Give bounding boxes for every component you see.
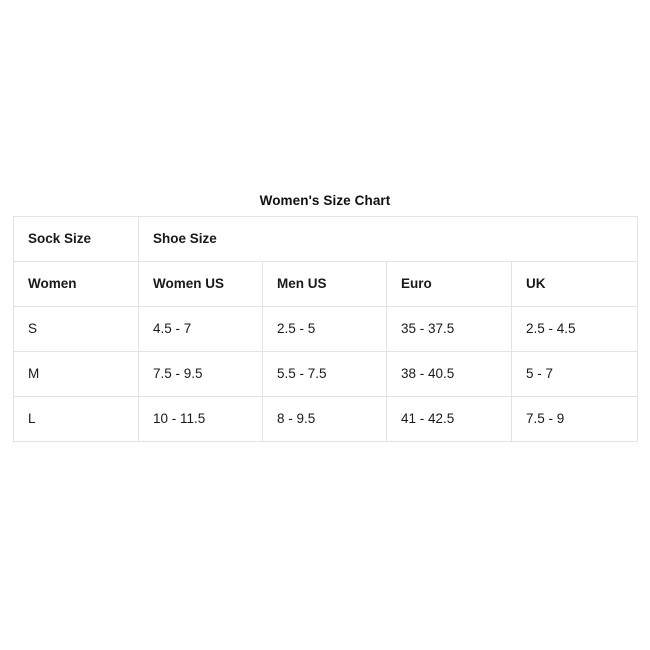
cell-men-us: 2.5 - 5 [262, 306, 387, 352]
column-header-euro: Euro [386, 261, 512, 307]
table-row: M 7.5 - 9.5 5.5 - 7.5 38 - 40.5 5 - 7 [13, 351, 639, 397]
cell-euro: 41 - 42.5 [386, 396, 512, 442]
cell-uk: 5 - 7 [510, 351, 639, 397]
cell-euro: 35 - 37.5 [386, 306, 512, 352]
table-row: S 4.5 - 7 2.5 - 5 35 - 37.5 2.5 - 4.5 [13, 306, 639, 352]
cell-euro: 38 - 40.5 [386, 351, 512, 397]
column-header-men-us: Men US [262, 261, 387, 307]
cell-uk: 7.5 - 9 [510, 396, 639, 442]
column-header-uk: UK [510, 261, 639, 307]
cell-women-us: 4.5 - 7 [138, 306, 263, 352]
column-header-women-us: Women US [138, 261, 263, 307]
cell-sock-size: L [13, 396, 139, 442]
table-row-column-headers: Women Women US Men US Euro UK [13, 261, 639, 307]
cell-sock-size: M [13, 351, 139, 397]
column-group-header-sock-size: Sock Size [13, 216, 139, 262]
table-row: L 10 - 11.5 8 - 9.5 41 - 42.5 7.5 - 9 [13, 396, 639, 442]
cell-men-us: 8 - 9.5 [262, 396, 387, 442]
cell-women-us: 10 - 11.5 [138, 396, 263, 442]
page-title: Women's Size Chart [259, 193, 391, 208]
size-chart-table: Sock Size Shoe Size Women Women US Men U… [13, 216, 639, 442]
cell-sock-size: S [13, 306, 139, 352]
cell-uk: 2.5 - 4.5 [510, 306, 639, 352]
column-header-women: Women [13, 261, 139, 307]
cell-men-us: 5.5 - 7.5 [262, 351, 387, 397]
cell-women-us: 7.5 - 9.5 [138, 351, 263, 397]
size-chart-block: Women's Size Chart Sock Size Shoe Size W… [13, 193, 639, 442]
table-row-group-header: Sock Size Shoe Size [13, 216, 639, 262]
column-group-header-shoe-size: Shoe Size [137, 216, 639, 262]
